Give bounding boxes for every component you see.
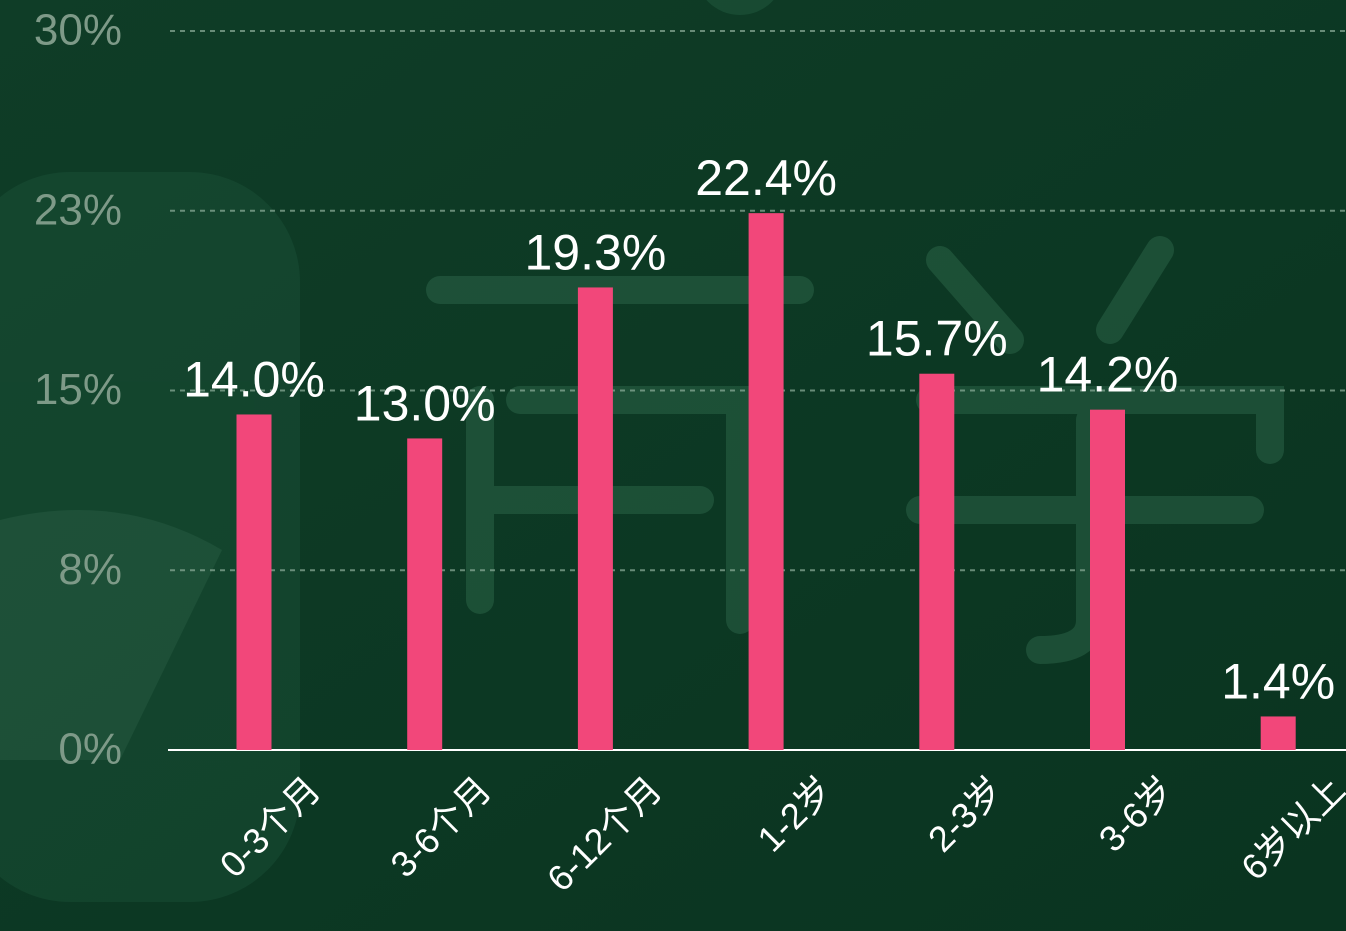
value-label: 15.7% (866, 311, 1008, 367)
value-label: 22.4% (695, 150, 837, 206)
bar (1260, 716, 1296, 750)
bar (748, 213, 784, 750)
y-tick-label: 23% (34, 185, 122, 234)
y-tick-label: 30% (34, 6, 122, 55)
value-label: 14.2% (1037, 347, 1179, 403)
y-tick-label: 8% (58, 545, 122, 594)
bar (919, 373, 955, 750)
bar (407, 438, 443, 750)
value-label: 19.3% (525, 224, 667, 280)
value-label: 1.4% (1221, 653, 1335, 709)
value-label: 14.0% (183, 351, 325, 407)
value-label: 13.0% (354, 375, 496, 431)
y-tick-label: 15% (34, 365, 122, 414)
watermark (0, 0, 1284, 902)
y-tick-label: 0% (58, 725, 122, 774)
bar (1090, 409, 1125, 750)
bar (577, 287, 613, 750)
bar (236, 414, 272, 750)
